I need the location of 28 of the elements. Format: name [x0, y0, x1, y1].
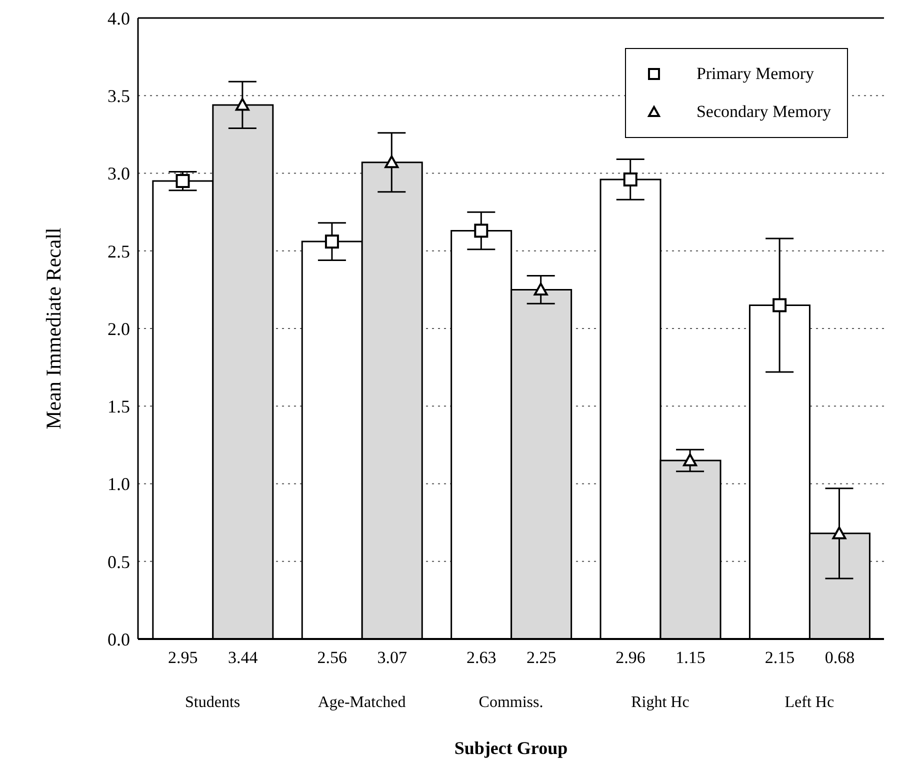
y-tick-label: 2.5 — [108, 241, 130, 262]
data-label: 2.63 — [466, 648, 496, 667]
x-tick-label: Age-Matched — [318, 694, 406, 711]
data-label: 2.56 — [317, 648, 347, 667]
data-label: 0.68 — [824, 648, 855, 667]
y-tick-label: 3.0 — [108, 164, 130, 184]
y-axis-title: Mean Immediate Recall — [41, 227, 66, 430]
data-label: 2.96 — [616, 648, 646, 667]
data-label: 2.25 — [526, 648, 556, 667]
y-tick-label: 1.5 — [108, 396, 130, 417]
y-tick-label: 1.0 — [108, 474, 130, 494]
data-label: 2.15 — [764, 648, 795, 667]
data-label: 3.07 — [377, 648, 408, 667]
data-label: 1.15 — [676, 648, 706, 667]
x-tick-label: Commiss. — [478, 694, 544, 711]
y-tick-label: 2.0 — [108, 318, 130, 339]
legend-label: Secondary Memory — [696, 102, 831, 122]
y-tick-label: 0.5 — [108, 552, 130, 572]
data-label: 2.95 — [168, 648, 198, 667]
x-tick-label: Students — [185, 694, 240, 711]
x-tick-label: Right Hc — [631, 694, 690, 711]
x-tick-label: Left Hc — [784, 694, 834, 711]
y-tick-label: 3.5 — [108, 86, 130, 106]
x-axis-title: Subject Group — [454, 738, 568, 758]
legend-label: Primary Memory — [696, 64, 814, 84]
y-tick-label: 4.0 — [108, 8, 130, 28]
data-label: 3.44 — [228, 648, 258, 667]
y-tick-label: 0.0 — [108, 629, 130, 650]
